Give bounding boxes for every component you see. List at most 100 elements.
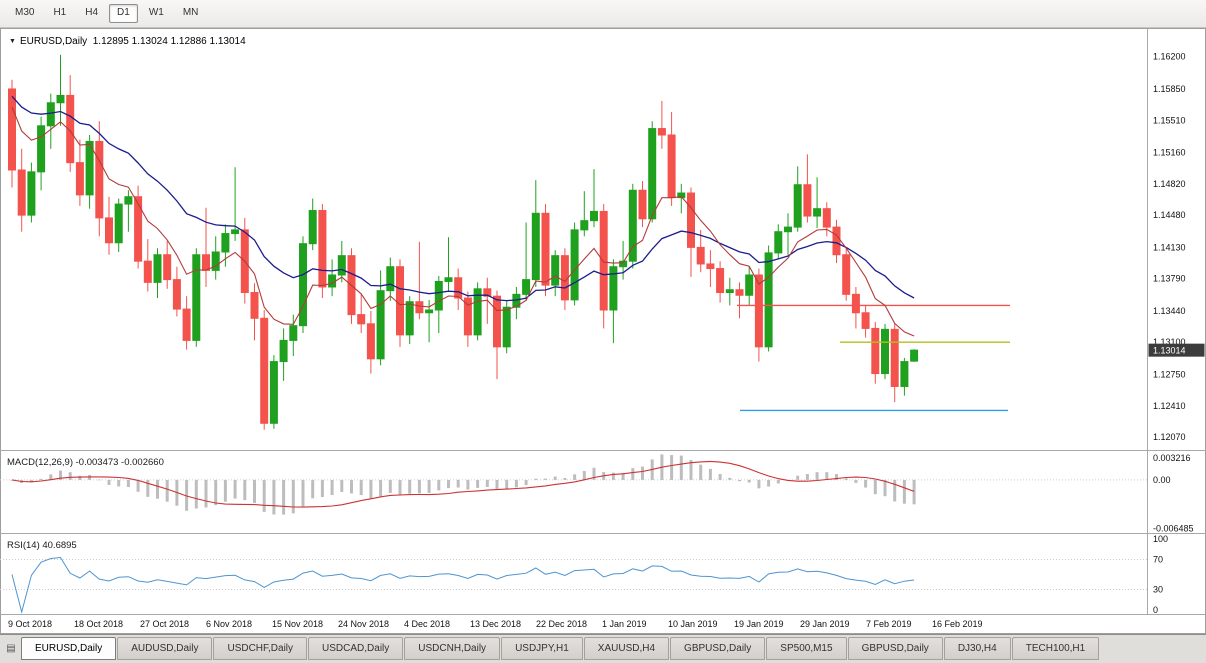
svg-text:1 Jan 2019: 1 Jan 2019 [602,619,647,629]
macd-bar [592,467,596,480]
candle [75,162,84,196]
tab-tech100-h1[interactable]: TECH100,H1 [1011,637,1100,660]
svg-text:1.15510: 1.15510 [1153,115,1186,125]
macd-bar [902,479,906,504]
svg-text:1.14480: 1.14480 [1153,210,1186,220]
tab-eurusd-daily[interactable]: EURUSD,Daily [21,637,117,660]
candle [202,254,210,271]
timeframe-button-w1[interactable]: W1 [148,7,164,18]
timeframe-button-h4[interactable]: H4 [85,7,99,18]
macd-axis-labels: 0.003216 0.00 -0.006485 [1153,453,1194,534]
ma-slow-line [11,95,915,302]
chart-menu-icon[interactable]: ▼ [9,38,16,45]
macd-bar [350,479,353,494]
svg-text:22 Dec 2018: 22 Dec 2018 [536,619,587,629]
tab-usdjpy-h1[interactable]: USDJPY,H1 [501,637,583,660]
macd-bar [311,479,315,499]
candle [289,325,298,341]
tab-xauusd-h4[interactable]: XAUUSD,H4 [583,637,670,660]
tab-audusd-daily[interactable]: AUDUSD,Daily [117,637,213,660]
candle [8,88,16,171]
svg-text:6 Nov 2018: 6 Nov 2018 [206,619,252,629]
candlesticks [8,54,919,430]
chart-window[interactable]: 1.16200 1.15850 1.15510 1.15160 1.14820 1.144… [0,28,1206,634]
candle [211,251,220,271]
candle [17,169,26,216]
candle [221,233,230,253]
svg-text:24 Nov 2018: 24 Nov 2018 [338,619,389,629]
svg-text:16 Feb 2019: 16 Feb 2019 [932,619,983,629]
svg-text:1.14130: 1.14130 [1153,242,1186,252]
timeframe-button-h1[interactable]: H1 [53,7,67,18]
svg-text:1.13440: 1.13440 [1153,306,1186,316]
tab-dj30-h4[interactable]: DJ30,H4 [943,637,1011,660]
macd-bar [670,455,674,480]
candle [784,226,792,233]
macd-bar [767,479,771,487]
svg-text:-0.006485: -0.006485 [1153,524,1194,534]
candle [473,288,482,336]
macd-bar [854,479,858,483]
macd-bar [641,466,644,480]
macd-bar [262,479,266,512]
macd-bar [718,473,722,480]
candle [871,327,880,375]
svg-text:4 Dec 2018: 4 Dec 2018 [404,619,450,629]
macd-bar [563,477,567,480]
tab-usdcnh-daily[interactable]: USDCNH,Daily [404,637,501,660]
macd-bar [117,479,121,487]
tab-usdchf-daily[interactable]: USDCHF,Daily [213,637,308,660]
candle [590,210,598,222]
candle [425,309,434,314]
candle [619,260,628,268]
macd-bar [485,479,489,487]
candle [881,328,889,375]
macd-bar [864,479,868,488]
tab-usdcad-daily[interactable]: USDCAD,Daily [308,637,404,660]
candle [260,317,269,424]
rsi-pane [0,556,1148,614]
candle [66,94,75,164]
macd-bar [369,479,373,499]
candle [551,255,560,286]
macd-bar [544,478,547,480]
candle [386,266,395,292]
macd-bar [708,468,712,480]
macd-bar [398,479,402,495]
current-price-badge: 1.13014 [1148,343,1205,357]
macd-bar [611,472,615,480]
timeframe-button-mn[interactable]: MN [182,7,199,18]
svg-text:19 Jan 2019: 19 Jan 2019 [734,619,784,629]
chart-list-icon[interactable]: ▤ [6,643,16,654]
svg-text:0.00: 0.00 [1153,475,1171,485]
candle [328,274,337,288]
macd-bar [146,479,150,497]
candle [337,255,346,276]
macd-bar [340,479,344,492]
candle [231,229,240,235]
candle [657,128,666,136]
macd-bar [78,475,82,480]
timeframe-button-m30[interactable]: M30 [15,7,35,18]
candle [754,274,763,348]
macd-bar [417,479,421,494]
horizontal-lines [737,304,1010,412]
macd-bar [156,479,159,499]
candle [696,246,705,265]
tab-gbpusd-daily[interactable]: GBPUSD,Daily [847,637,943,660]
tab-sp500-m15[interactable]: SP500,M15 [766,637,847,660]
svg-text:1.13014: 1.13014 [1153,346,1186,356]
svg-text:70: 70 [1153,555,1163,565]
tab-gbpusd-daily[interactable]: GBPUSD,Daily [670,637,766,660]
candle [541,212,550,286]
candle [609,266,618,311]
candle [648,128,657,220]
candle [95,140,104,219]
chart-canvas[interactable]: 1.16200 1.15850 1.15510 1.15160 1.14820 1.144… [0,28,1206,634]
macd-bar [330,479,334,496]
macd-bar [447,479,450,489]
macd-bar [88,474,92,480]
macd-bar [272,479,276,515]
candle [764,252,773,348]
timeframe-button-d1[interactable]: D1 [109,4,138,23]
